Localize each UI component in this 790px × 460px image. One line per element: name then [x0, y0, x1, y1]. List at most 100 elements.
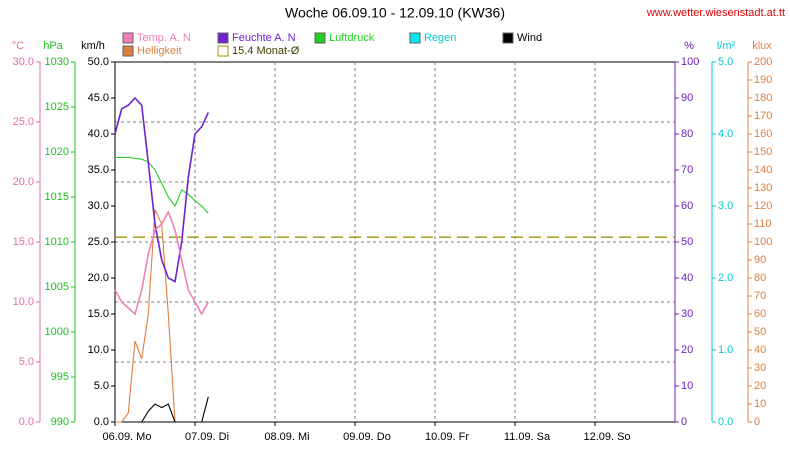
y-tick-label: 100	[681, 56, 699, 68]
y-tick-label: 35.0	[88, 164, 109, 176]
y-tick-label: 170	[754, 110, 772, 122]
legend-swatch	[217, 45, 229, 57]
legend-label: Wind	[517, 32, 542, 44]
x-tick-label: 08.09. Mi	[264, 431, 309, 443]
y-tick-label: 1005	[45, 281, 69, 293]
series-line	[115, 156, 209, 214]
y-tick-label: 0.0	[19, 416, 34, 428]
axis-unit: %	[684, 40, 694, 52]
legend-swatch	[409, 32, 421, 44]
y-tick-label: 80	[681, 128, 693, 140]
axis-unit: klux	[752, 40, 772, 52]
legend-label: Regen	[424, 32, 456, 44]
y-tick-label: 30.0	[13, 56, 34, 68]
legend-swatch	[122, 32, 134, 44]
y-tick-label: 80	[754, 272, 766, 284]
legend-swatch	[314, 32, 326, 44]
y-tick-label: 25.0	[13, 116, 34, 128]
axis-unit: °C	[12, 40, 24, 52]
y-tick-label: 5.0	[19, 356, 34, 368]
y-tick-label: 30	[681, 308, 693, 320]
y-tick-label: 5.0	[94, 380, 109, 392]
legend-label: Temp. A. N	[137, 32, 191, 44]
y-tick-label: 1020	[45, 146, 69, 158]
y-tick-label: 5.0	[718, 56, 733, 68]
legend-swatch	[217, 32, 229, 44]
y-tick-label: 10	[754, 398, 766, 410]
x-tick-label: 09.09. Do	[343, 431, 391, 443]
series-line	[141, 396, 209, 423]
axis-unit: l/m²	[717, 40, 736, 52]
chart-title: Woche 06.09.10 - 12.09.10 (KW36)	[285, 5, 505, 21]
y-tick-label: 100	[754, 236, 772, 248]
y-tick-label: 1000	[45, 326, 69, 338]
y-tick-label: 50	[754, 326, 766, 338]
x-tick-label: 06.09. Mo	[103, 431, 152, 443]
y-tick-label: 190	[754, 74, 772, 86]
legend-swatch	[122, 45, 134, 57]
y-tick-label: 110	[754, 218, 772, 230]
y-tick-label: 45.0	[88, 92, 109, 104]
y-tick-label: 4.0	[718, 128, 733, 140]
legend-label: Feuchte A. N	[232, 32, 296, 44]
y-tick-label: 1030	[45, 56, 69, 68]
series-line	[114, 96, 210, 283]
y-tick-label: 2.0	[718, 272, 733, 284]
y-tick-label: 130	[754, 182, 772, 194]
y-tick-label: 50	[681, 236, 693, 248]
y-tick-label: 1015	[45, 191, 69, 203]
y-tick-label: 20	[681, 344, 693, 356]
y-tick-label: 150	[754, 146, 772, 158]
y-tick-label: 30	[754, 362, 766, 374]
source: www.wetter.wiesenstadt.at.tt	[646, 7, 785, 19]
y-tick-label: 1010	[45, 236, 69, 248]
y-tick-label: 20	[754, 380, 766, 392]
y-tick-label: 70	[754, 290, 766, 302]
y-tick-label: 995	[51, 371, 69, 383]
legend-label: Luftdruck	[329, 32, 375, 44]
y-tick-label: 50.0	[88, 56, 109, 68]
x-tick-label: 07.09. Di	[185, 431, 229, 443]
y-tick-label: 40	[754, 344, 766, 356]
y-tick-label: 40.0	[88, 128, 109, 140]
legend-swatch	[502, 32, 514, 44]
y-tick-label: 1.0	[718, 344, 733, 356]
series-line	[114, 210, 210, 316]
y-tick-label: 30.0	[88, 200, 109, 212]
legend-label: Helligkeit	[137, 45, 182, 57]
y-tick-label: 90	[681, 92, 693, 104]
y-tick-label: 10	[681, 380, 693, 392]
y-tick-label: 20.0	[88, 272, 109, 284]
y-tick-label: 25.0	[88, 236, 109, 248]
y-tick-label: 1025	[45, 101, 69, 113]
y-tick-label: 0	[754, 416, 760, 428]
y-tick-label: 15.0	[13, 236, 34, 248]
y-tick-label: 160	[754, 128, 772, 140]
y-tick-label: 10.0	[13, 296, 34, 308]
y-tick-label: 3.0	[718, 200, 733, 212]
y-tick-label: 20.0	[13, 176, 34, 188]
y-tick-label: 0	[681, 416, 687, 428]
axis-unit: km/h	[81, 40, 105, 52]
x-tick-label: 11.09. Sa	[504, 431, 551, 443]
y-tick-label: 60	[681, 200, 693, 212]
y-tick-label: 990	[51, 416, 69, 428]
x-tick-label: 10.09. Fr	[425, 431, 469, 443]
y-tick-label: 90	[754, 254, 766, 266]
y-tick-label: 15.0	[88, 308, 109, 320]
y-tick-label: 120	[754, 200, 772, 212]
x-tick-label: 12.09. So	[583, 431, 630, 443]
y-tick-label: 180	[754, 92, 772, 104]
y-tick-label: 0.0	[718, 416, 733, 428]
y-tick-label: 40	[681, 272, 693, 284]
y-tick-label: 140	[754, 164, 772, 176]
axis-unit: hPa	[43, 40, 63, 52]
y-tick-label: 60	[754, 308, 766, 320]
y-tick-label: 70	[681, 164, 693, 176]
legend-label: 15.4 Monat-Ø	[232, 45, 300, 57]
y-tick-label: 0.0	[94, 416, 109, 428]
y-tick-label: 10.0	[88, 344, 109, 356]
